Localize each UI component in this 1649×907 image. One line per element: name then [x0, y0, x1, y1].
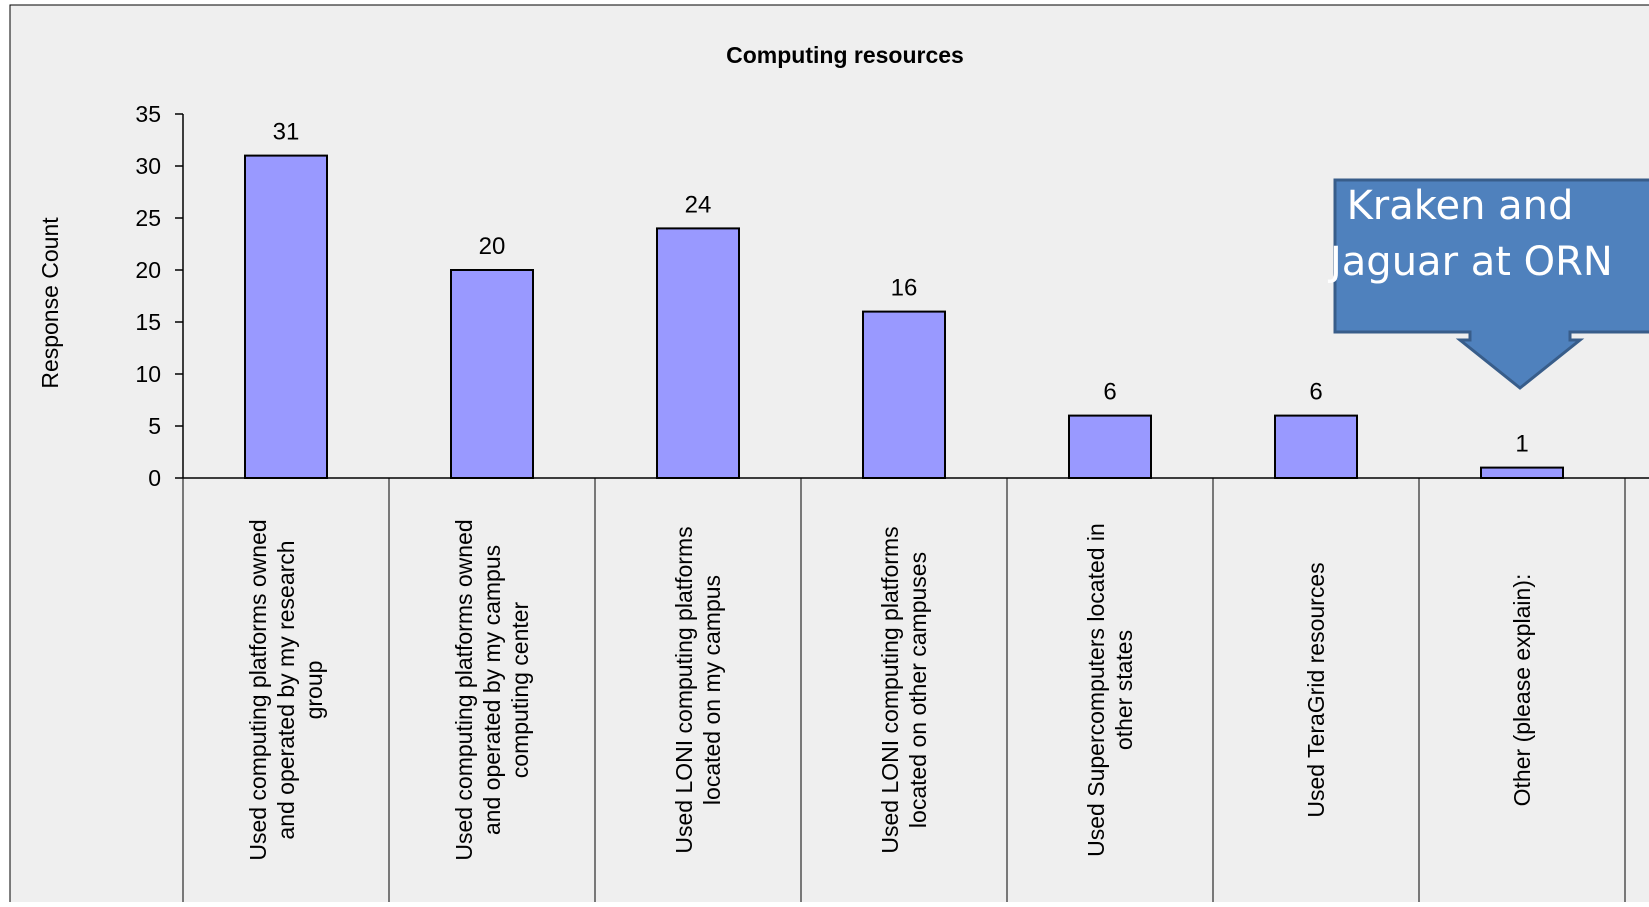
bar	[244, 154, 328, 479]
data-label: 24	[685, 191, 712, 218]
x-tick-label-line: Used computing platforms owned	[245, 519, 271, 860]
x-tick-label-line: other states	[1111, 630, 1137, 750]
x-tick-label: Used TeraGrid resources	[1303, 562, 1329, 817]
y-tick-label: 25	[135, 205, 161, 231]
callout-arrow-shape	[1333, 178, 1649, 390]
data-label: 31	[273, 119, 300, 146]
x-tick-label-line: located on other campuses	[905, 552, 931, 828]
y-tick-label: 35	[135, 101, 161, 127]
x-tick-label-line: Used computing platforms owned	[451, 519, 477, 860]
y-axis-label: Response Count	[37, 217, 63, 389]
bar	[862, 310, 946, 479]
x-axis: Used computing platforms owned and operat…	[182, 477, 1649, 902]
x-tick-label-line: group	[301, 661, 327, 720]
data-label: 20	[479, 233, 506, 260]
x-tick-label-line: Other (please explain):	[1509, 574, 1535, 807]
data-label: 16	[891, 275, 918, 302]
x-tick-label: Used LONI computing platforms located on …	[671, 526, 725, 853]
bar	[1480, 466, 1564, 480]
bars: 31 20 24 16 6 6 1	[244, 119, 1564, 480]
x-tick-label-line: Used TeraGrid resources	[1303, 562, 1329, 817]
x-tick-label-line: computing center	[507, 601, 533, 778]
data-label: 1	[1515, 431, 1528, 458]
x-tick-label-line: Used Supercomputers located in	[1083, 523, 1109, 857]
y-tick-label: 0	[148, 465, 161, 491]
y-tick-label: 10	[135, 361, 161, 387]
x-tick-label: Used Supercomputers located in other stat…	[1083, 523, 1137, 857]
bar	[656, 227, 740, 479]
x-tick-label-line: and operated by my campus	[479, 545, 505, 835]
bar	[450, 269, 534, 479]
bar	[1274, 414, 1358, 480]
x-tick-label: Other (please explain):	[1509, 574, 1535, 807]
x-tick-label: Used LONI computing platforms located on …	[877, 526, 931, 853]
y-tick-label: 30	[135, 153, 161, 179]
x-tick-label: Used computing platforms owned and operat…	[451, 519, 533, 860]
callout-text: Kraken and Jaguar at ORN	[1330, 178, 1613, 290]
chart-title: Computing resources	[726, 42, 964, 68]
bar	[1068, 414, 1152, 480]
y-axis: 0 5 10 15 20 25 30 35	[135, 101, 184, 491]
y-tick-label: 5	[148, 413, 161, 439]
callout	[1333, 178, 1649, 390]
callout-line-2: Jaguar at ORN	[1330, 239, 1613, 285]
x-tick-label-line: Used LONI computing platforms	[671, 526, 697, 853]
y-tick-label: 20	[135, 257, 161, 283]
y-tick-label: 15	[135, 309, 161, 335]
data-label: 6	[1309, 379, 1322, 406]
data-label: 6	[1103, 379, 1116, 406]
x-tick-label-line: and operated by my research	[273, 540, 299, 839]
callout-line-1: Kraken and	[1346, 183, 1574, 229]
x-tick-label-line: Used LONI computing platforms	[877, 526, 903, 853]
x-tick-label-line: located on my campus	[699, 575, 725, 805]
x-tick-label: Used computing platforms owned and operat…	[245, 519, 327, 860]
